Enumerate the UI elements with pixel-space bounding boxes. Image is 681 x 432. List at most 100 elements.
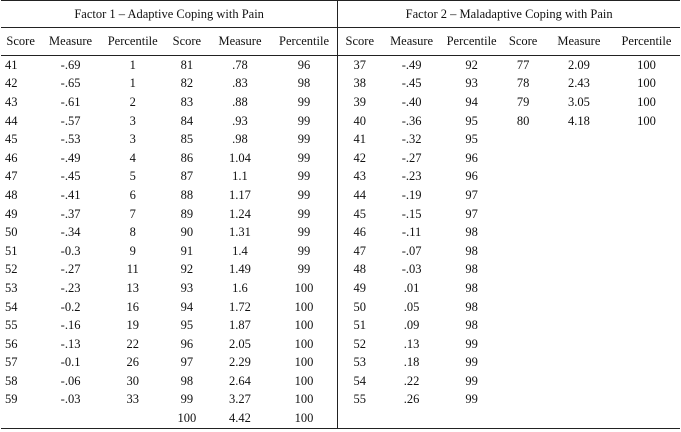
factor2-cell-measure — [545, 242, 613, 261]
factor2-cell-measure — [545, 186, 613, 205]
factor2-cell-percentile — [613, 316, 680, 335]
factor2-cell-measure: 4.18 — [567, 113, 590, 128]
factor2-cell-measure: -.23 — [401, 169, 422, 184]
factor2-cell-measure: -.19 — [401, 187, 422, 202]
factor1-cell-percentile: 99 — [297, 150, 311, 165]
factor2-cell-percentile — [613, 242, 680, 261]
factor1-cell-measure: -.37 — [60, 206, 81, 221]
factor1-cell-percentile: 1 — [129, 76, 136, 91]
factor1-cell-measure: -.53 — [60, 132, 81, 147]
factor1-col-header-score-a: Score — [1, 27, 41, 56]
factor2-cell-percentile — [613, 149, 680, 168]
factor2-cell-score — [501, 279, 545, 298]
factor2-cell-score: 46 — [337, 223, 382, 242]
factor2-cell-percentile: 99 — [465, 392, 478, 407]
factor1-cell-measure: -.41 — [60, 187, 81, 202]
factor2-cell-measure — [545, 168, 613, 187]
factor2-cell-score — [501, 372, 545, 391]
factor2-cell-score: 79 — [516, 94, 530, 109]
factor2-cell-percentile: 96 — [465, 169, 478, 184]
table-row: 42 -.65 1 82 .83 98 38 -.45 93 78 2.43 100 — [1, 74, 680, 94]
factor1-cell-score: 44 — [5, 113, 18, 128]
factor1-cell-score: 54 — [5, 299, 18, 314]
table-row: 50 -.34 8 90 1.31 99 46 -.11 98 — [1, 223, 680, 242]
factor2-cell-measure: -.45 — [401, 76, 422, 91]
factor1-cell-score: 48 — [5, 187, 18, 202]
factor2-cell-measure: .22 — [403, 373, 420, 388]
factor1-cell-score: 42 — [5, 76, 18, 91]
factor2-cell-score — [501, 354, 545, 373]
factor2-cell-percentile: 98 — [465, 262, 478, 277]
factor2-cell-percentile: 96 — [465, 150, 478, 165]
factor1-cell-score: 95 — [180, 318, 194, 333]
factor2-col-header-measure-b: Measure — [544, 27, 613, 56]
factor2-cell-measure: .05 — [403, 299, 420, 314]
factor2-cell-percentile: 95 — [465, 113, 478, 128]
factor1-cell-percentile: 9 — [129, 243, 136, 258]
factor1-cell-score: 89 — [180, 206, 194, 221]
factor1-cell-score: 49 — [5, 206, 18, 221]
factor2-cell-measure: .01 — [403, 280, 420, 295]
factor1-col-header-percentile-a: Percentile — [100, 27, 165, 56]
table-row: 100 4.42 100 — [1, 409, 680, 429]
factor2-cell-score: 39 — [337, 93, 382, 112]
factor2-cell-percentile: 99 — [465, 355, 478, 370]
factor1-cell-score: 47 — [5, 169, 18, 184]
factor1-cell-score: 43 — [5, 94, 18, 109]
factor2-cell-score: 48 — [337, 260, 382, 280]
factor2-cell-score — [501, 298, 545, 317]
factor2-cell-measure: .09 — [403, 318, 420, 333]
factor2-cell-measure — [545, 335, 613, 354]
factor2-cell-measure — [545, 372, 613, 391]
factor1-cell-measure: -.57 — [60, 113, 81, 128]
factor2-cell-score — [501, 149, 545, 168]
factor2-cell-score — [501, 242, 545, 261]
factor1-cell-score: 46 — [5, 150, 18, 165]
factor1-cell-measure: -.34 — [60, 225, 81, 240]
factor1-cell-percentile: 100 — [294, 299, 314, 314]
table-row: 48 -.41 6 88 1.17 99 44 -.19 97 — [1, 186, 680, 205]
factor2-cell-measure: 2.09 — [567, 57, 590, 72]
factor2-cell-percentile — [613, 223, 680, 242]
factor1-cell-percentile: 19 — [126, 318, 139, 333]
factor1-cell-score: 86 — [180, 150, 194, 165]
factor1-cell-measure: -.06 — [60, 373, 81, 388]
factor2-col-header-score-b: Score — [501, 27, 545, 56]
factor1-cell-measure: -.49 — [60, 150, 81, 165]
factor1-cell-measure: -.23 — [60, 280, 81, 295]
factor2-cell-score: 37 — [337, 55, 382, 75]
factor1-cell-score: 87 — [180, 169, 194, 184]
table-body: 41 -.69 1 81.78 96 37 -.49 92 77 2.09 100 42 -.65 1 82… — [1, 55, 680, 429]
factor1-cell-score: 56 — [5, 336, 18, 351]
factor1-cell-percentile: 100 — [270, 409, 338, 429]
factor2-cell-percentile — [613, 391, 680, 410]
factor1-cell-measure: -.03 — [60, 392, 81, 407]
table-row: 47 -.45 5 87 1.1 99 43 -.23 96 — [1, 167, 680, 187]
factor2-cell-percentile: 98 — [465, 243, 478, 258]
factor1-cell-score: 100 — [164, 409, 210, 429]
factor2-cell-score — [501, 261, 545, 280]
factor1-cell-percentile: 100 — [294, 318, 314, 333]
factor2-cell-percentile — [613, 205, 680, 224]
factor2-cell-percentile — [613, 261, 680, 280]
factor1-cell-score: 85 — [180, 132, 194, 147]
factor1-col-header-score-b: Score — [164, 27, 210, 56]
factor2-cell-score: 51 — [337, 316, 382, 335]
factor2-cell-score — [501, 168, 545, 187]
factor2-cell-score — [501, 223, 545, 242]
factor1-cell-measure: -.69 — [60, 57, 81, 72]
factor2-cell-percentile — [441, 409, 502, 429]
table-row: 45 -.53 3 85 .98 99 41 -.32 95 — [1, 130, 680, 149]
factor2-cell-measure: 3.05 — [567, 94, 590, 109]
factor2-cell-measure — [545, 298, 613, 317]
factor2-cell-percentile: 100 — [637, 94, 656, 109]
factor1-cell-measure: 2.05 — [229, 336, 251, 351]
factor2-cell-percentile: 93 — [465, 76, 478, 91]
factor2-cell-score — [501, 186, 545, 205]
factor2-cell-percentile: 94 — [465, 94, 478, 109]
table-row: 59 -.03 33 99 3.27 100 55 .26 99 — [1, 390, 680, 410]
factor2-cell-score: 42 — [337, 148, 382, 168]
factor1-cell-percentile: 5 — [129, 169, 136, 184]
factor1-cell-measure: .78 — [232, 57, 248, 72]
